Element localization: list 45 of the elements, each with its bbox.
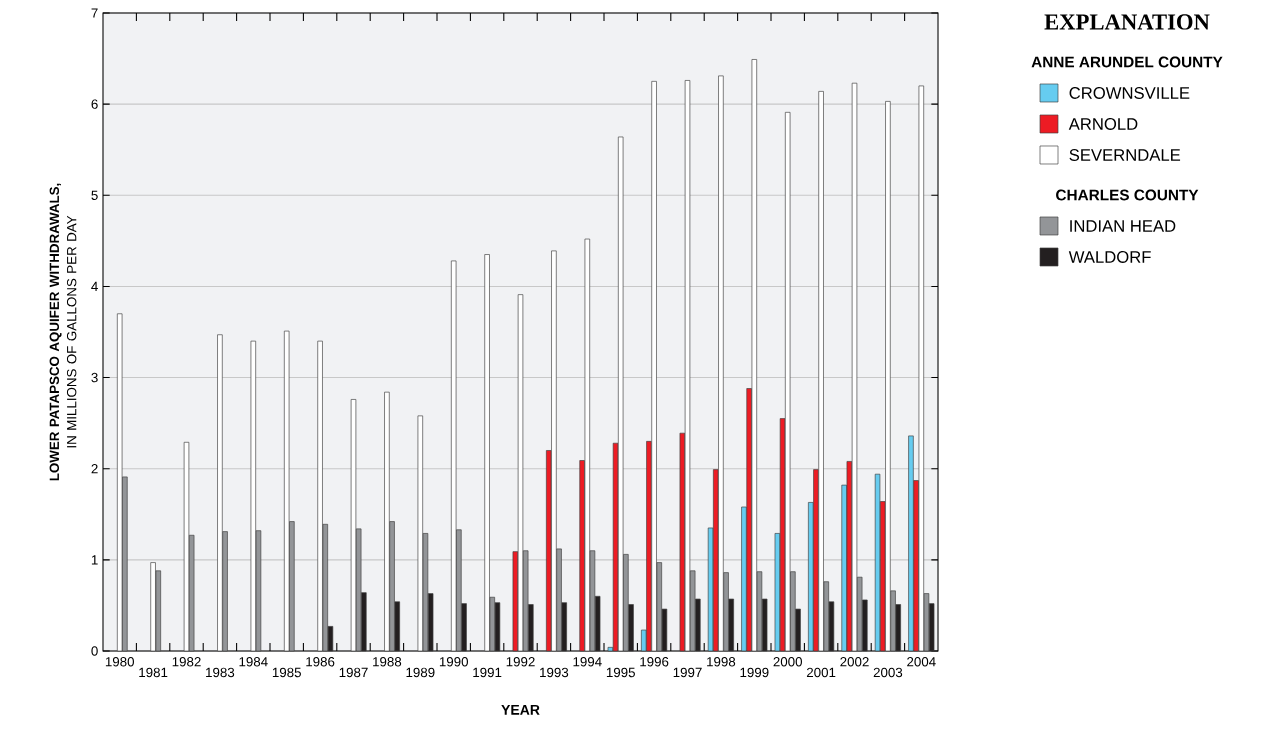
x-tick-label: 2002 [840, 657, 869, 667]
x-tick-label: 1994 [573, 657, 602, 667]
bar [908, 435, 914, 652]
x-tick-label: 2000 [773, 657, 803, 667]
legend-label: ARNOLD [1068, 118, 1138, 130]
x-axis-title: YEAR [501, 705, 540, 715]
y-tick-label: 7 [91, 8, 98, 18]
x-tick-label: 1984 [239, 657, 268, 667]
x-tick-label: 1999 [740, 667, 769, 678]
x-tick-label: 2004 [907, 657, 936, 667]
y-tick-label: 2 [91, 464, 98, 474]
y-tick-label: 1 [91, 555, 98, 565]
y-tick-label: 5 [91, 190, 98, 200]
legend-label: WALDORF [1068, 251, 1151, 263]
legend-label: SEVERNDALE [1069, 149, 1181, 161]
x-tick-label: 1992 [506, 657, 535, 667]
x-tick-label: 1981 [139, 667, 168, 678]
bar [874, 473, 881, 652]
x-tick-label: 1989 [406, 667, 435, 678]
text: ANNE ARUNDEL COUNTY [1031, 56, 1223, 68]
y-tick-label: 0 [91, 646, 98, 656]
x-tick-label: 1986 [306, 657, 335, 667]
legend-title: EXPLANATION [1044, 14, 1210, 30]
x-tick-label: 2001 [806, 667, 836, 678]
x-tick-label: 1991 [473, 667, 502, 678]
legend-label: CROWNSVILLE [1069, 87, 1190, 99]
x-tick-label: 1980 [105, 657, 135, 667]
x-tick-label: 1985 [272, 667, 301, 678]
x-tick-label: 1987 [339, 667, 368, 678]
y-axis-title: LOWER PATAPSCO AQUIFER WITHDRAWALS, IN MILLIONS OF GALLONS PER DAY [49, 183, 77, 481]
text: CHARLES COUNTY [1056, 189, 1199, 201]
x-tick-label: 1982 [172, 657, 201, 667]
y-tick-label: 6 [91, 99, 98, 109]
x-tick-label: 1983 [206, 667, 235, 678]
x-tick-label: 1990 [439, 657, 469, 667]
x-tick-label: 1997 [673, 667, 702, 678]
x-tick-label: 1996 [640, 657, 669, 667]
x-tick-label: 1988 [373, 657, 402, 667]
legend-label: INDIAN HEAD [1070, 220, 1176, 232]
y-tick-label: 4 [91, 281, 98, 292]
x-tick-label: 1998 [707, 657, 736, 667]
x-tick-label: 1995 [606, 667, 635, 678]
y-tick-label: 3 [91, 372, 98, 383]
x-tick-label: 2003 [873, 667, 903, 678]
x-tick-label: 1993 [540, 667, 569, 678]
